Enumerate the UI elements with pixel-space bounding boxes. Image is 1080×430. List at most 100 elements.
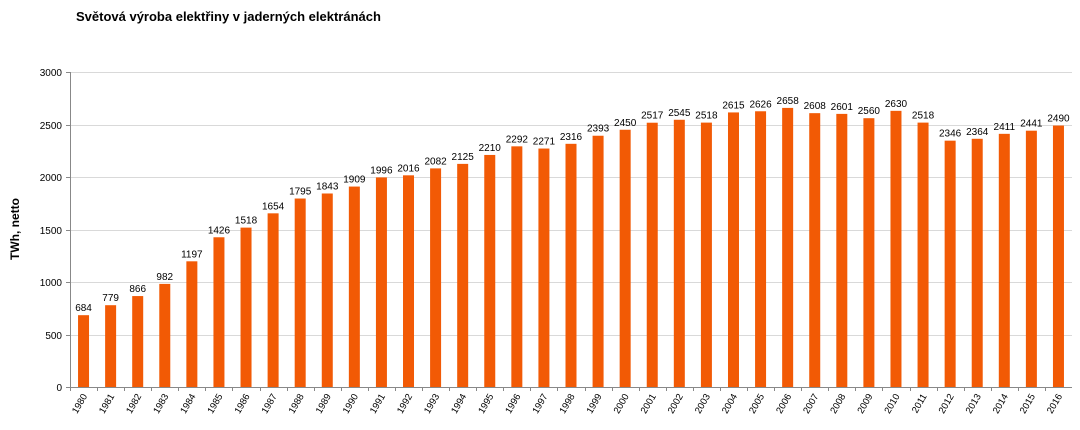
y-tick-label: 1000 [40, 278, 63, 289]
data-label: 2450 [614, 118, 637, 129]
bar [727, 112, 739, 388]
bar [78, 315, 90, 387]
bar [998, 133, 1010, 387]
bar [538, 148, 550, 387]
data-label: 2518 [695, 111, 718, 122]
bar [403, 175, 415, 387]
data-label: 1909 [343, 175, 366, 186]
bar [917, 122, 929, 388]
bar [944, 140, 956, 387]
y-tick-labels: 0 500 1000 1500 2000 2500 3000 [40, 68, 63, 394]
x-tick-label: 2014 [991, 392, 1011, 416]
x-tick-label: 1989 [314, 392, 334, 416]
bar [511, 146, 523, 387]
bar [132, 296, 144, 387]
chart-title: Světová výroba elektřiny v jaderných ele… [76, 9, 381, 24]
x-tick-label: 1987 [260, 392, 280, 416]
bar [294, 198, 306, 387]
y-tick-label: 2500 [40, 121, 63, 132]
x-tick-label: 1994 [449, 392, 469, 416]
x-tick-label: 2000 [612, 392, 632, 416]
x-tick-label: 2015 [1018, 392, 1038, 416]
x-tick-label: 2011 [910, 392, 930, 415]
x-tick-label: 1984 [178, 392, 198, 416]
x-tick-label: 1991 [368, 392, 388, 416]
y-tick-label: 0 [56, 383, 62, 394]
y-tick-label: 3000 [40, 68, 63, 79]
data-label: 2271 [533, 137, 556, 148]
x-tick-label: 2005 [747, 392, 767, 416]
data-label: 2016 [397, 163, 420, 174]
data-label: 2316 [560, 132, 583, 143]
bar [863, 118, 875, 387]
bars [78, 107, 1064, 388]
bar [186, 261, 198, 387]
data-label: 2125 [452, 152, 475, 163]
data-label: 2490 [1047, 114, 1070, 125]
x-tick-label: 2009 [855, 392, 875, 416]
bar [700, 122, 712, 388]
x-tick-label: 1980 [70, 392, 90, 416]
x-tick-labels: 1980 1981 1982 1983 1984 1985 1986 1987 1988 1989… [70, 392, 1065, 416]
bar [755, 111, 767, 388]
bar [592, 135, 604, 387]
data-label: 2441 [1020, 119, 1043, 130]
data-labels: 684 779 866 982 1197 1426 1518 1654 1795 1843 1909… [75, 96, 1070, 314]
bar [836, 113, 848, 387]
data-label: 2082 [424, 156, 447, 167]
data-label: 1518 [235, 216, 258, 227]
data-label: 2393 [587, 124, 610, 135]
x-tick-label: 1995 [476, 392, 496, 416]
bar [646, 122, 658, 387]
bar [213, 237, 225, 387]
data-label: 866 [129, 284, 146, 295]
data-label: 1996 [370, 165, 393, 176]
data-label: 2630 [885, 99, 908, 110]
x-tick-label: 2003 [693, 392, 713, 416]
x-tick-label: 1996 [503, 392, 523, 416]
data-label: 982 [156, 272, 173, 283]
x-tick-label: 1988 [287, 392, 307, 416]
data-label: 2626 [749, 99, 772, 110]
bar [1025, 130, 1037, 387]
bar [457, 163, 469, 388]
y-tick-label: 500 [45, 331, 62, 342]
bar [971, 138, 983, 387]
y-tick-label: 1500 [40, 226, 63, 237]
bar [619, 129, 631, 387]
x-tick-label: 1981 [97, 392, 117, 416]
data-label: 1197 [181, 249, 203, 260]
axes [66, 72, 1072, 391]
data-label: 2601 [831, 102, 854, 113]
bar [782, 107, 794, 387]
data-label: 1426 [208, 225, 231, 236]
data-label: 2545 [668, 108, 691, 119]
data-label: 2210 [479, 143, 502, 154]
bar [321, 193, 333, 387]
x-tick-label: 2007 [801, 392, 821, 416]
bar [1052, 125, 1064, 388]
x-tick-label: 2008 [828, 392, 848, 416]
x-tick-label: 1986 [233, 392, 253, 416]
x-tick-label: 2006 [774, 392, 794, 416]
x-tick-label: 1992 [395, 392, 415, 416]
data-label: 779 [102, 293, 119, 304]
data-label: 2517 [641, 111, 664, 122]
bar [890, 110, 902, 387]
y-tick-label: 2000 [40, 173, 63, 184]
x-tick-label: 1999 [585, 392, 605, 416]
data-label: 2615 [722, 100, 745, 111]
x-tick-label: 1993 [422, 392, 442, 416]
y-axis-label: TWh, netto [8, 198, 22, 260]
data-label: 2364 [966, 127, 989, 138]
data-label: 2608 [804, 101, 827, 112]
data-label: 1843 [316, 181, 339, 192]
x-tick-label: 1985 [205, 392, 225, 416]
x-tick-label: 2012 [937, 392, 957, 416]
bar [565, 143, 577, 387]
data-label: 2411 [994, 122, 1016, 133]
x-tick-label: 2004 [720, 392, 740, 416]
bar [267, 213, 279, 387]
bar [673, 119, 685, 388]
